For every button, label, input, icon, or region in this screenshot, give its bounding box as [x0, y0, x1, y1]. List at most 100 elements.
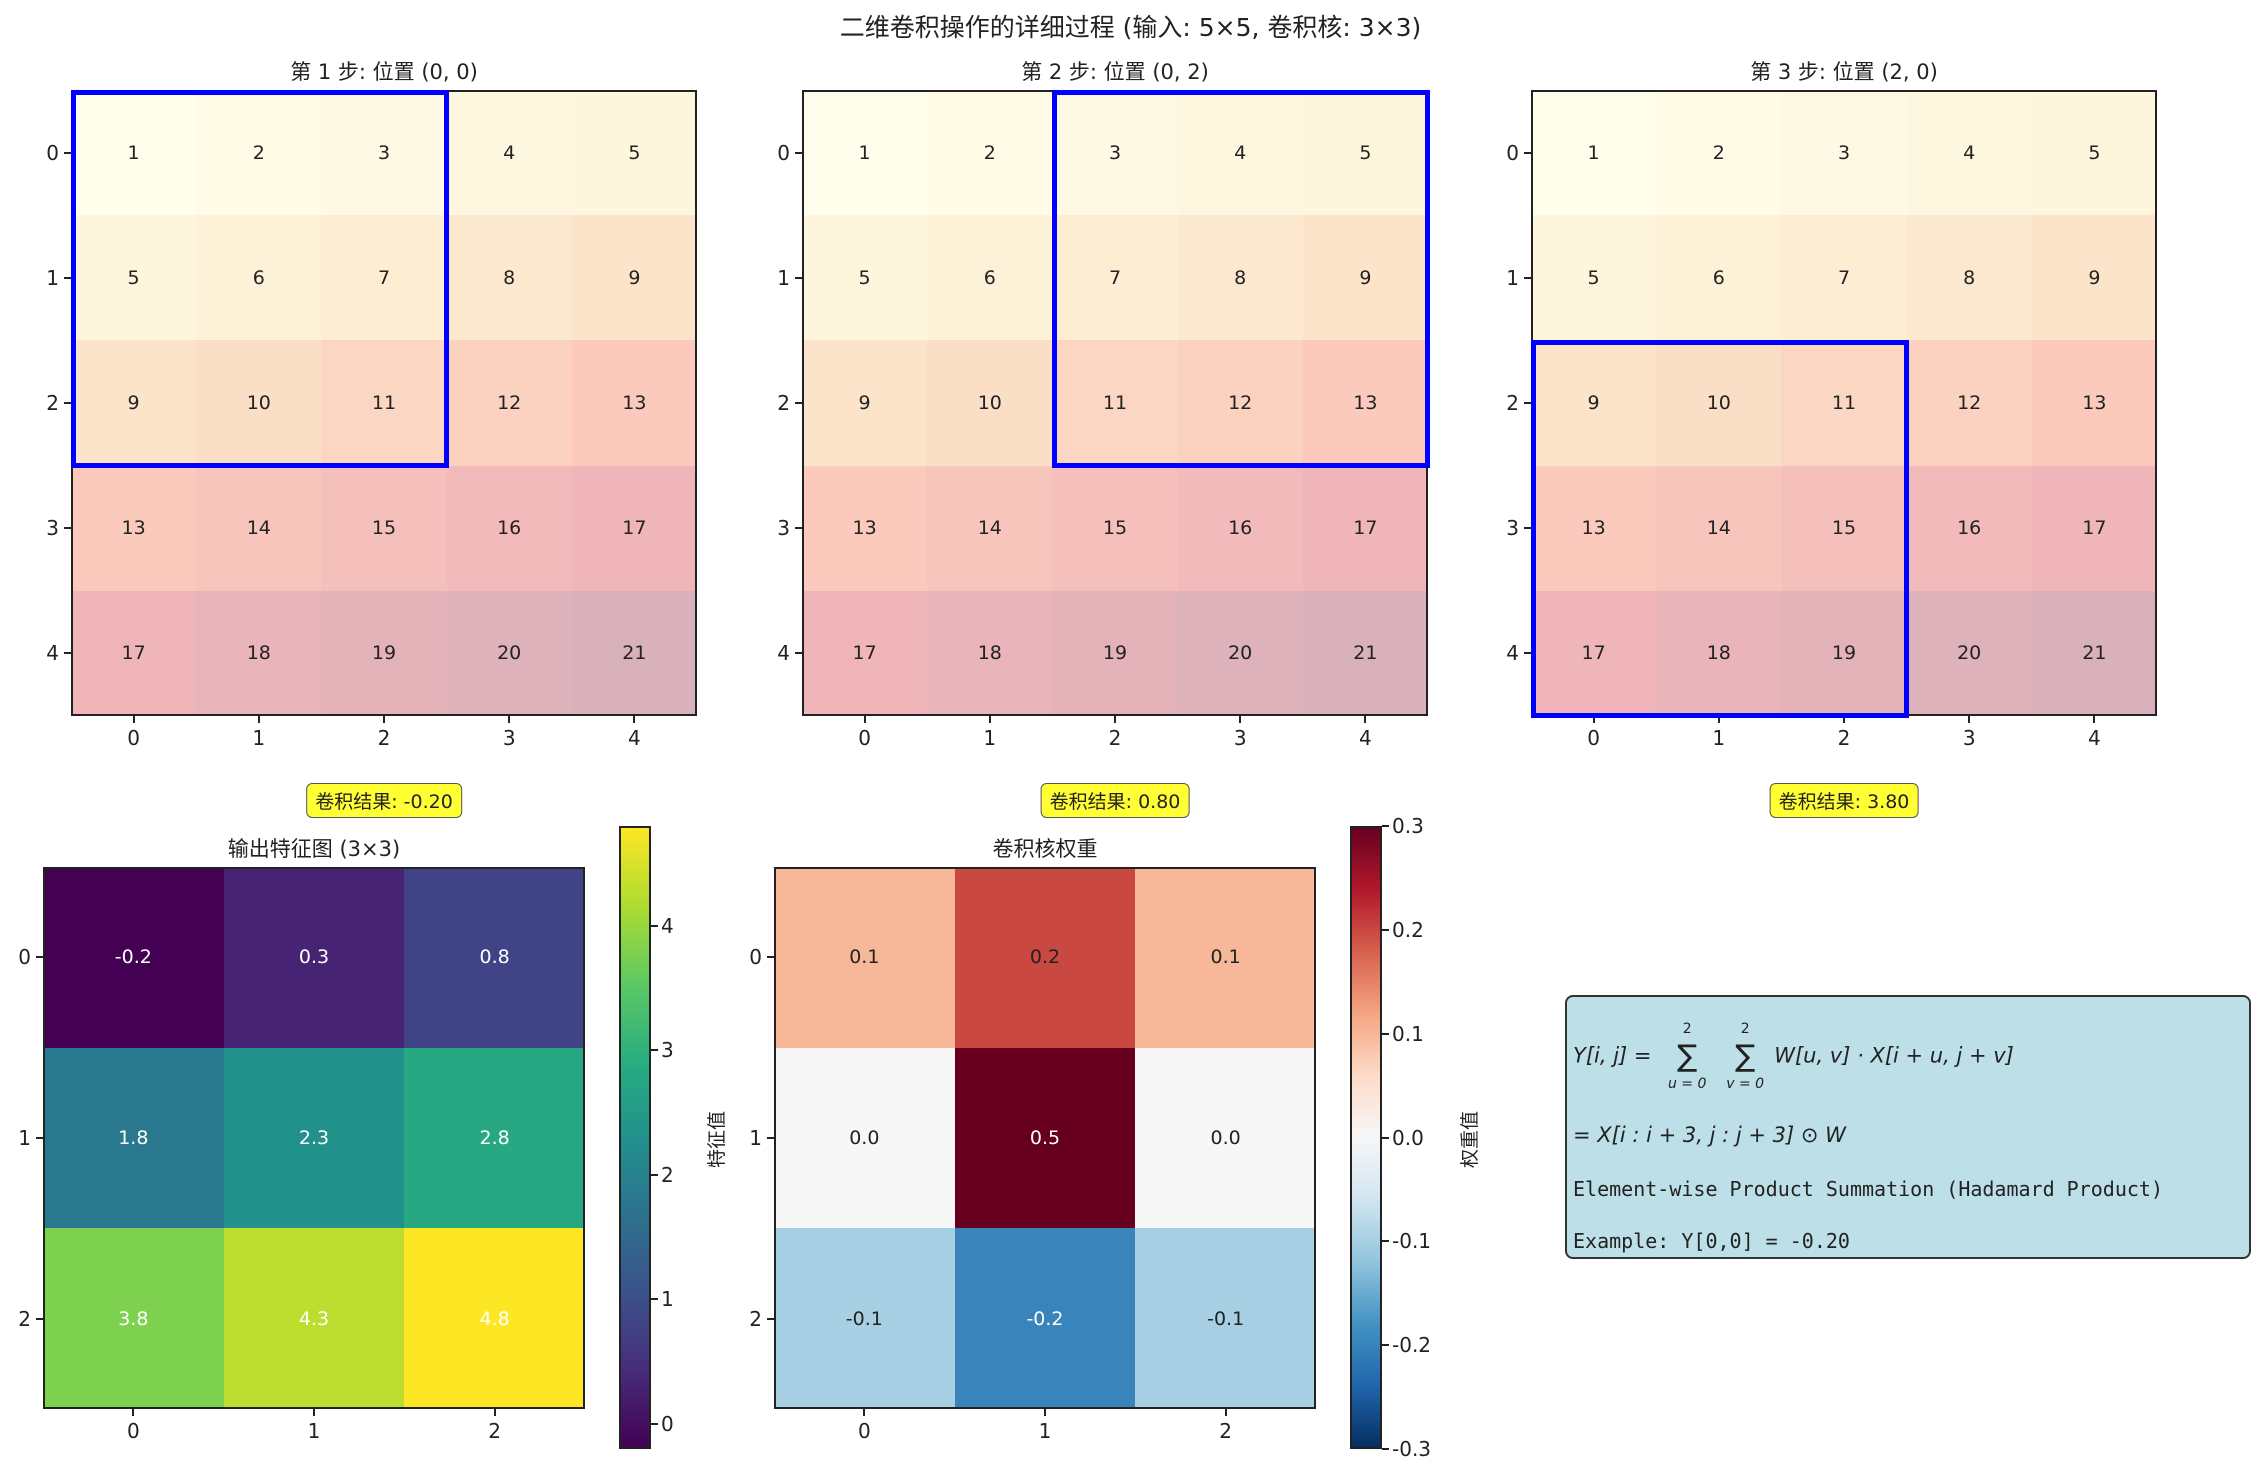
- x-tick-mark: [257, 716, 260, 723]
- colorbar-tick-label: 0.1: [1392, 1021, 1424, 1046]
- heatmap-cell: 12: [1906, 340, 2032, 466]
- y-tick-mark: [36, 956, 43, 959]
- heatmap-cell: 4: [1177, 90, 1303, 216]
- x-tick-mark: [1592, 716, 1595, 723]
- heatmap-cell: 18: [927, 590, 1053, 716]
- y-tick-label: 1: [1506, 265, 1519, 290]
- sum-v-symbol: ∑ 2 v = 0: [1716, 1021, 1774, 1092]
- heatmap-cell: 1: [71, 90, 197, 216]
- heatmap-cell: 2.8: [404, 1047, 585, 1229]
- heatmap-cell: 9: [1302, 215, 1428, 341]
- colorbar-tick-mark: [1382, 1240, 1389, 1243]
- colorbar-tick-mark: [1382, 1136, 1389, 1139]
- heatmap-cell: 5: [802, 215, 928, 341]
- figure-title: 二维卷积操作的详细过程 (输入: 5×5, 卷积核: 3×3): [839, 13, 1422, 42]
- heatmap-cell: 10: [1656, 340, 1782, 466]
- y-tick-mark: [1524, 402, 1531, 404]
- colorbar-tick-mark: [1382, 928, 1389, 931]
- y-tick-mark: [795, 151, 802, 154]
- kernel-window-highlight: [1531, 340, 1909, 718]
- y-tick-label: 0: [1506, 140, 1519, 165]
- heatmap-cell: 19: [1052, 590, 1178, 716]
- formula-lhs: Y[i, j] =: [1573, 1043, 1659, 1068]
- colorbar-tick-mark: [651, 1423, 658, 1426]
- heatmap-cell: 5: [2031, 90, 2157, 216]
- colorbar-tick-mark: [1382, 1032, 1389, 1035]
- x-tick-mark: [1364, 716, 1367, 723]
- x-tick-label: 2: [1108, 726, 1122, 750]
- x-tick-label: 0: [1587, 726, 1600, 750]
- heatmap-cell: 18: [196, 590, 322, 716]
- y-tick-label: 2: [749, 1306, 762, 1331]
- heatmap-cell: 16: [1177, 465, 1303, 591]
- kernel-window-highlight: [1052, 90, 1430, 468]
- heatmap-cell: 15: [1052, 465, 1178, 591]
- heatmap-cell: 4.3: [223, 1228, 405, 1409]
- x-tick-mark: [1224, 1409, 1227, 1416]
- formula-rhs: W[u, v] · X[i + u, j + v]: [1774, 1043, 2014, 1068]
- heatmap-cell: 10: [196, 340, 322, 466]
- heatmap-cell: 1: [802, 90, 928, 216]
- y-tick-label: 1: [18, 1126, 31, 1150]
- heatmap-cell: 16: [1906, 465, 2032, 591]
- y-tick-label: 0: [777, 140, 790, 165]
- x-tick-label: 4: [2088, 726, 2101, 750]
- y-tick-mark: [767, 1137, 774, 1139]
- y-tick-label: 0: [749, 945, 762, 970]
- x-tick-mark: [493, 1409, 496, 1416]
- x-tick-mark: [1239, 716, 1242, 723]
- conv-result-badge: 卷积结果: -0.20: [306, 783, 462, 818]
- y-tick-label: 1: [46, 265, 59, 290]
- heatmap-cell: 19: [321, 590, 447, 716]
- heatmap-cell: 18: [1656, 590, 1782, 716]
- x-tick-mark: [2093, 716, 2096, 723]
- heatmap-cell: 17: [1531, 590, 1657, 716]
- x-tick-mark: [863, 716, 866, 723]
- sum-v-lower: v = 0: [1726, 1076, 1765, 1092]
- heatmap-cell: 1: [1531, 90, 1657, 216]
- heatmap-cell: -0.1: [1135, 1228, 1316, 1409]
- heatmap-cell: 2: [927, 90, 1053, 216]
- heatmap-cell: 20: [446, 590, 572, 716]
- heatmap-cell: 8: [446, 215, 572, 341]
- y-tick-label: 2: [18, 1306, 31, 1331]
- heatmap-cell: 8: [1906, 215, 2032, 341]
- colorbar-tick-label: 0.0: [1392, 1125, 1424, 1150]
- formula-box: Y[i, j] = ∑ 2 u = 0 ∑ 2 v = 0 W[u, v] · X[i + …: [1565, 995, 2251, 1259]
- heatmap-cell: 13: [1531, 465, 1657, 591]
- y-tick-mark: [795, 652, 802, 655]
- x-tick-label: 0: [857, 1419, 871, 1443]
- x-tick-label: 1: [983, 726, 997, 750]
- heatmap-cell: 16: [446, 465, 572, 591]
- heatmap-cell: 2: [1656, 90, 1782, 216]
- y-tick-mark: [64, 652, 71, 655]
- y-tick-label: 3: [46, 516, 59, 541]
- heatmap-cell: 13: [571, 340, 697, 466]
- heatmap-cell: 17: [2031, 465, 2157, 591]
- heatmap-cell: 0.0: [774, 1047, 955, 1229]
- colorbar-tick-label: 4: [661, 913, 674, 938]
- x-tick-mark: [132, 1409, 135, 1416]
- colorbar-tick-mark: [1382, 1344, 1389, 1347]
- conv-result-badge: 卷积结果: 0.80: [1040, 783, 1190, 818]
- y-tick-mark: [1524, 276, 1531, 279]
- heatmap-cell: 4.8: [404, 1228, 585, 1409]
- heatmap-cell: 20: [1177, 590, 1303, 716]
- heatmap-cell: 12: [446, 340, 572, 466]
- heatmap-cell: 7: [1781, 215, 1907, 341]
- x-tick-label: 1: [1712, 726, 1726, 750]
- heatmap-cell: 6: [1656, 215, 1782, 341]
- heatmap-cell: 13: [71, 465, 197, 591]
- heatmap-cell: 11: [1052, 340, 1178, 466]
- colorbar: [619, 826, 651, 1449]
- heatmap-cell: 11: [1781, 340, 1907, 466]
- colorbar-tick-mark: [651, 1049, 658, 1052]
- colorbar-tick-label: 2: [661, 1162, 674, 1187]
- heatmap-cell: 3: [321, 90, 447, 216]
- x-tick-mark: [383, 716, 385, 723]
- x-tick-mark: [1968, 716, 1971, 723]
- heatmap-cell: 21: [1302, 590, 1428, 716]
- heatmap-cell: 9: [2031, 215, 2157, 341]
- x-tick-mark: [633, 716, 636, 723]
- conv-result-badge: 卷积结果: 3.80: [1769, 783, 1919, 818]
